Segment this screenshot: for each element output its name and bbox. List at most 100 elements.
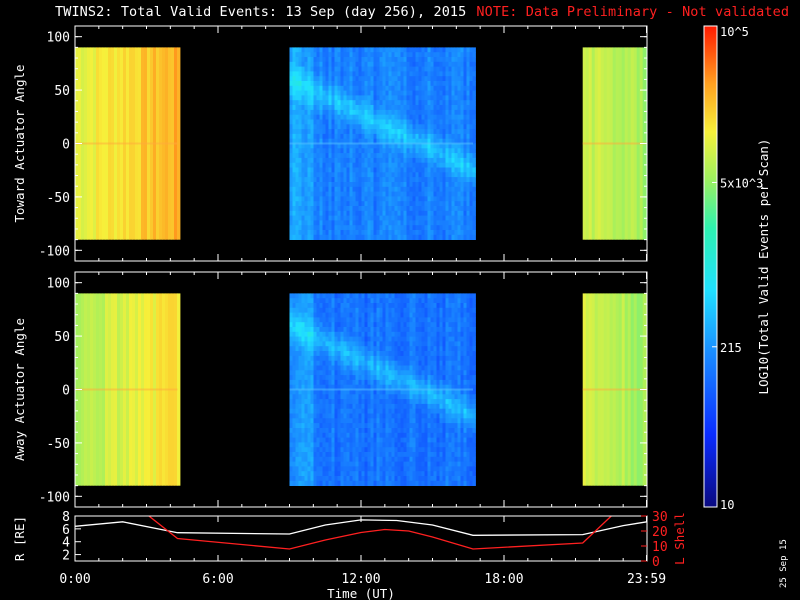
heatmap-cell xyxy=(295,52,299,58)
heatmap-cell xyxy=(337,138,341,144)
heatmap-cell xyxy=(427,413,431,419)
heatmap-cell xyxy=(298,423,302,429)
heatmap-cell xyxy=(466,201,470,207)
heatmap-cell xyxy=(397,109,401,116)
heatmap-cell xyxy=(337,153,341,159)
heatmap-cell xyxy=(439,81,443,87)
heatmap-cell xyxy=(373,129,377,135)
heatmap-cell xyxy=(307,114,311,120)
heatmap-cell xyxy=(310,466,314,472)
heatmap-cell xyxy=(451,461,455,467)
heatmap-cell xyxy=(310,162,314,168)
heatmap-cell xyxy=(436,220,440,226)
heatmap-cell xyxy=(322,167,326,173)
heatmap-cell xyxy=(295,471,299,477)
heatmap-cell xyxy=(418,138,422,144)
heatmap-cell xyxy=(382,307,386,313)
heatmap-cell xyxy=(328,114,332,120)
heatmap-cell xyxy=(349,442,353,448)
heatmap-cell xyxy=(421,384,425,390)
heatmap-cell xyxy=(436,471,440,477)
heatmap-cell xyxy=(355,76,359,82)
heatmap-cell xyxy=(331,105,335,111)
heatmap-cell xyxy=(403,177,407,183)
heatmap-cell xyxy=(331,109,335,116)
heatmap-cell xyxy=(361,119,365,125)
heatmap-cell xyxy=(469,230,473,236)
heatmap-cell xyxy=(382,148,386,154)
heatmap-cell xyxy=(433,452,437,458)
heatmap-cell xyxy=(454,52,458,58)
heatmap-cell xyxy=(289,341,293,347)
heatmap-cell xyxy=(457,461,461,467)
heatmap-cell xyxy=(352,76,356,82)
heatmap-cell xyxy=(301,456,305,462)
heatmap-cell xyxy=(430,346,434,352)
heatmap-cell xyxy=(463,138,467,144)
heatmap-cell xyxy=(445,480,449,486)
heatmap-cell xyxy=(442,442,446,448)
heatmap-cell xyxy=(451,480,455,486)
heatmap-cell xyxy=(457,234,461,240)
heatmap-cell xyxy=(403,456,407,462)
heatmap-cell xyxy=(442,105,446,111)
heatmap-cell xyxy=(400,432,404,438)
heatmap-cell xyxy=(367,81,371,87)
heatmap-cell xyxy=(346,413,350,419)
heatmap-cell xyxy=(427,143,431,149)
heatmap-cell xyxy=(340,90,344,96)
heatmap-cell xyxy=(430,442,434,448)
heatmap-cell xyxy=(394,336,398,342)
heatmap-cell xyxy=(403,109,407,116)
heatmap-cell xyxy=(298,331,302,337)
heatmap-cell xyxy=(352,66,356,72)
heatmap-cell xyxy=(298,432,302,438)
heatmap-cell xyxy=(340,85,344,91)
heatmap-cell xyxy=(448,206,452,212)
heatmap-cell xyxy=(355,182,359,188)
heatmap-cell xyxy=(331,95,335,101)
heatmap-cell xyxy=(400,423,404,429)
heatmap-cell xyxy=(292,456,296,462)
heatmap-cell xyxy=(454,182,458,188)
heatmap-cell xyxy=(322,66,326,72)
heatmap-cell xyxy=(349,403,353,410)
heatmap-cell xyxy=(316,215,320,221)
heatmap-cell xyxy=(364,370,368,376)
heatmap-cell xyxy=(352,100,356,106)
heatmap-cell xyxy=(409,76,413,82)
heatmap-cell xyxy=(289,346,293,352)
heatmap-cell xyxy=(406,66,410,72)
heatmap-cell xyxy=(331,114,335,120)
heatmap-cell xyxy=(313,234,317,240)
heatmap-cell xyxy=(346,225,350,231)
heatmap-cell xyxy=(412,57,416,63)
heatmap-cell xyxy=(439,456,443,462)
heatmap-cell xyxy=(346,307,350,313)
heatmap-cell xyxy=(349,90,353,96)
heatmap-cell xyxy=(466,153,470,159)
heatmap-cell xyxy=(316,355,320,362)
heatmap-cell xyxy=(334,293,338,299)
heatmap-cell xyxy=(340,312,344,318)
heatmap-cell xyxy=(421,95,425,101)
heatmap-cell xyxy=(418,476,422,482)
heatmap-cell xyxy=(451,148,455,154)
heatmap-cell xyxy=(433,119,437,125)
heatmap-cell xyxy=(448,85,452,91)
heatmap-cell xyxy=(367,341,371,347)
heatmap-cell xyxy=(298,143,302,149)
heatmap-cell xyxy=(355,196,359,202)
heatmap-cell xyxy=(376,379,380,386)
heatmap-cell xyxy=(415,476,419,482)
heatmap-cell xyxy=(295,138,299,144)
heatmap-cell xyxy=(457,191,461,197)
heatmap-cell xyxy=(340,182,344,188)
heatmap-cell xyxy=(388,148,392,154)
heatmap-cell xyxy=(316,317,320,323)
heatmap-cell xyxy=(454,206,458,212)
heatmap-cell xyxy=(424,418,428,424)
heatmap-cell xyxy=(448,370,452,376)
heatmap-cell xyxy=(388,230,392,236)
heatmap-cell xyxy=(454,109,458,116)
